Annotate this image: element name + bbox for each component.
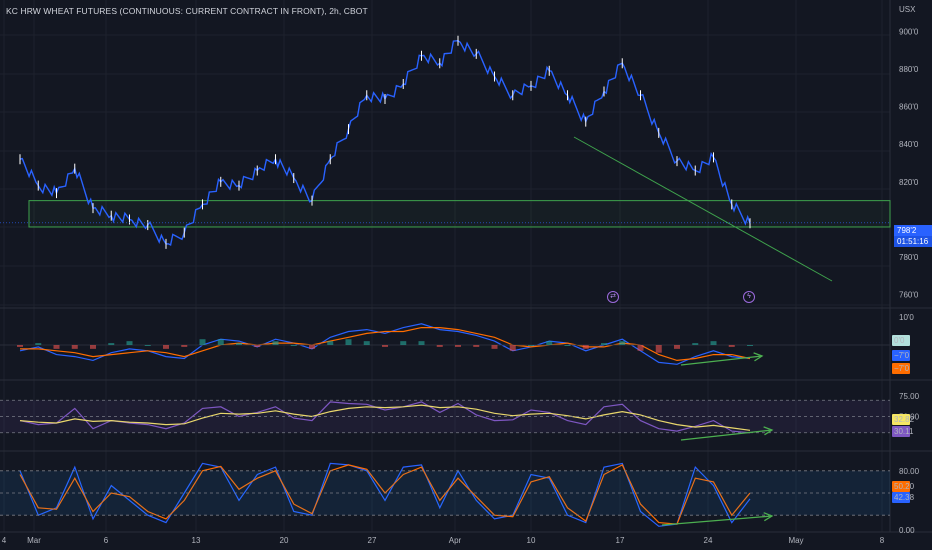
divergence-arrow-head <box>753 352 764 362</box>
macd-histogram-bar <box>309 345 315 349</box>
macd-histogram-bar <box>254 345 261 347</box>
macd-value-tag-box <box>892 335 910 346</box>
macd-histogram-bar <box>674 345 680 349</box>
stoch-value-tag: 50.20 <box>894 482 915 491</box>
macd-tick-label: 10'0 <box>899 313 914 322</box>
divergence-arrow-line <box>680 429 773 441</box>
macd-histogram-bar <box>126 341 133 345</box>
macd-histogram-bar <box>144 345 151 346</box>
macd-histogram-bar <box>108 343 115 345</box>
macd-histogram-bar <box>601 343 607 345</box>
rsi-value-tag-box <box>892 426 910 437</box>
time-axis-label: 24 <box>704 536 713 545</box>
time-axis-label: 20 <box>280 536 289 545</box>
macd-value-tag: −7'0 <box>894 364 910 373</box>
time-axis-label: 27 <box>368 536 377 545</box>
divergence-arrow-line <box>680 355 763 366</box>
time-axis-label: 13 <box>192 536 201 545</box>
macd-value-tag-box <box>892 350 910 361</box>
time-axis-label: 6 <box>104 536 109 545</box>
price-tick-label: 780'0 <box>899 253 919 262</box>
time-axis-label: Mar <box>27 536 41 545</box>
macd-histogram-bar <box>509 345 516 351</box>
macd-histogram-bar <box>90 345 96 349</box>
price-tick-label: 900'0 <box>899 27 919 36</box>
macd-histogram-bar <box>582 345 589 349</box>
rsi-rsi-ma-line <box>19 404 751 431</box>
macd-value-tag-box <box>892 363 910 374</box>
stoch-value-tag-box <box>892 492 910 503</box>
macd-histogram-bar <box>564 345 571 346</box>
macd-histogram-bar <box>181 345 188 347</box>
macd-histogram-bar <box>619 341 626 345</box>
rsi-value-tag-box <box>892 414 910 425</box>
rsi-tick-label: 75.00 <box>899 392 920 401</box>
time-axis-label: 8 <box>880 536 885 545</box>
macd-histogram-bar <box>382 345 388 347</box>
macd-histogram-bar <box>655 345 662 353</box>
macd-histogram-bar <box>637 345 644 351</box>
macd-value-tag: 0'0 <box>894 336 905 345</box>
divergence-arrow-head <box>763 426 774 436</box>
rsi-rsi-line <box>19 401 751 434</box>
macd-value-tag: −7'0 <box>894 351 910 360</box>
price-tick-label: 880'0 <box>899 65 919 74</box>
macd-histogram-bar <box>53 345 60 349</box>
divergence-arrow-line <box>661 515 773 526</box>
macd-histogram-bar <box>418 341 425 345</box>
macd-histogram-bar <box>345 339 352 345</box>
macd-histogram-bar <box>546 341 553 345</box>
macd-histogram-bar <box>747 345 753 346</box>
macd-macd-line <box>19 323 751 365</box>
macd-histogram-bar <box>436 345 443 347</box>
macd-histogram-bar <box>528 345 534 346</box>
last-price-tag: 798'2 <box>894 225 932 236</box>
dividends-icon[interactable]: ⇄ <box>607 291 619 303</box>
macd-histogram-bar <box>692 343 699 345</box>
stoch-%k-line <box>19 462 751 527</box>
time-axis-label: May <box>788 536 803 545</box>
currency-label: USX <box>899 5 916 14</box>
time-axis-label: 17 <box>616 536 625 545</box>
macd-histogram-bar <box>35 343 42 345</box>
time-axis-label: 10 <box>527 536 536 545</box>
macd-histogram-bar <box>217 339 224 345</box>
trendline <box>573 136 833 282</box>
chart-title: KC HRW WHEAT FUTURES (CONTINUOUS: CURREN… <box>6 6 368 16</box>
price-tick-label: 860'0 <box>899 103 919 112</box>
bar-countdown-tag: 01:51:16 <box>894 236 932 247</box>
macd-histogram-bar <box>17 345 23 347</box>
macd-histogram-bar <box>455 345 461 347</box>
stoch-tick-label: 0.00 <box>899 526 915 535</box>
macd-histogram-bar <box>327 341 334 345</box>
macd-histogram-bar <box>272 341 279 345</box>
macd-histogram-bar <box>163 345 169 349</box>
rsi-value-tag: 30.11 <box>894 427 914 436</box>
macd-histogram-bar <box>728 345 735 347</box>
time-axis-label: Apr <box>449 536 462 545</box>
macd-histogram-bar <box>710 341 717 345</box>
divergence-arrow-head <box>763 512 774 522</box>
macd-histogram-bar <box>400 341 407 345</box>
earnings-icon[interactable]: ϟ <box>743 291 755 303</box>
macd-histogram-bar <box>71 345 78 349</box>
stoch-value-tag-box <box>892 481 910 492</box>
rsi-value-tag: 32.82 <box>894 415 915 424</box>
macd-histogram-bar <box>473 345 480 347</box>
macd-histogram-bar <box>236 343 242 345</box>
price-tick-label: 760'0 <box>899 291 919 300</box>
macd-histogram-bar <box>199 339 206 345</box>
macd-signal-line <box>20 327 751 362</box>
price-tick-label: 840'0 <box>899 140 919 149</box>
macd-histogram-bar <box>491 345 498 349</box>
stoch-tick-label: 80.00 <box>899 467 920 476</box>
stoch-value-tag: 42.38 <box>894 493 915 502</box>
macd-histogram-bar <box>290 345 297 346</box>
macd-histogram-bar <box>363 341 370 345</box>
time-axis-label: 4 <box>2 536 7 545</box>
price-tick-label: 820'0 <box>899 178 919 187</box>
